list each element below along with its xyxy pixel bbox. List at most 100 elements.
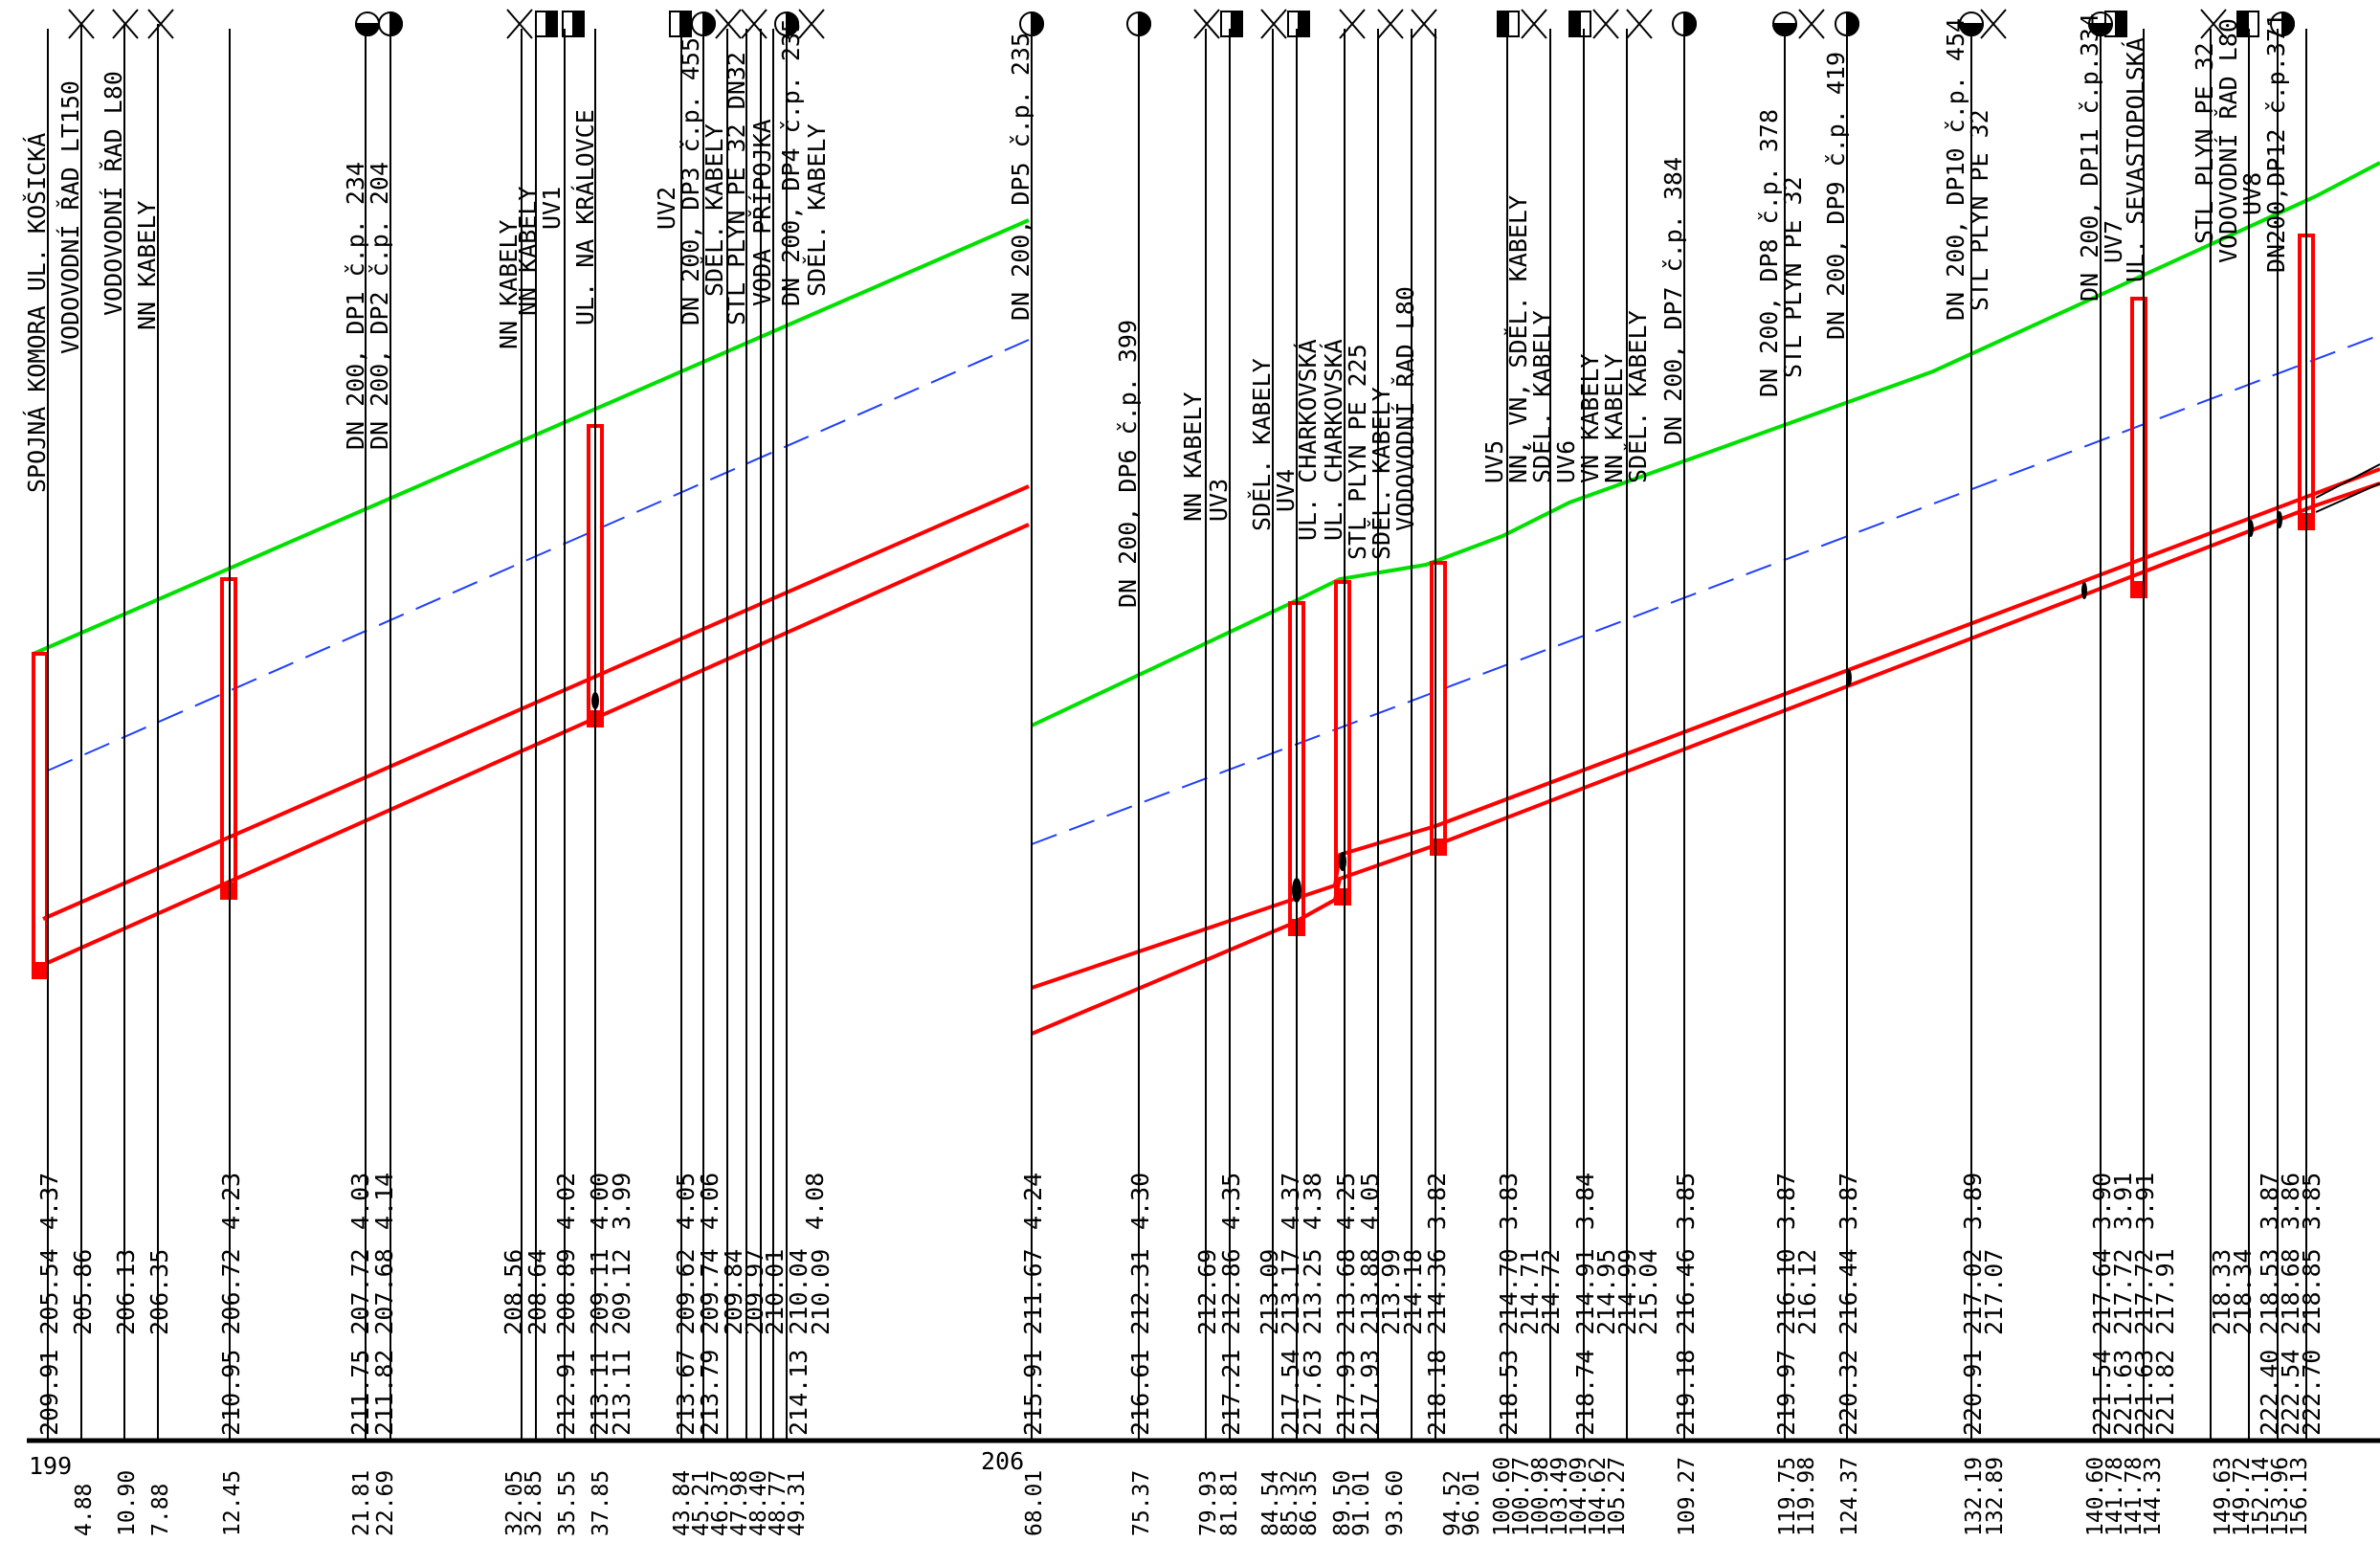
station-value: 49.31 bbox=[785, 1470, 810, 1536]
station-value: 104.09 bbox=[1567, 1457, 1591, 1536]
water-level-line-right bbox=[1031, 334, 2380, 845]
utility-label: STL PLYN PE 32 DN32 bbox=[723, 52, 750, 325]
depth-value: 3.84 bbox=[1571, 1173, 1599, 1230]
station-value: 144.33 bbox=[2141, 1457, 2166, 1536]
datum-line: 199 206 bbox=[27, 1438, 2380, 1480]
depth-value: 4.03 bbox=[346, 1173, 374, 1230]
station-value: 156.13 bbox=[2287, 1457, 2312, 1536]
level-value: 214.18 bbox=[1399, 1249, 1427, 1335]
utility-symbols-right bbox=[1019, 9, 2295, 39]
station-values-right: 68.01 75.37 79.93 81.81 84.54 85.32 86.3… bbox=[1022, 1457, 2312, 1536]
station-value: 45.21 bbox=[689, 1470, 714, 1536]
utility-label: DN 200, DP1 č.p. 234 bbox=[342, 162, 369, 450]
station-value: 47.98 bbox=[727, 1470, 752, 1536]
depth-value: 4.37 bbox=[35, 1173, 63, 1230]
level-value: 218.34 bbox=[2229, 1249, 2257, 1335]
utility-label: DN 200, DP7 č.p. 384 bbox=[1659, 157, 1687, 445]
utility-label: VODOVODNÍ ŘAD L80 bbox=[2214, 18, 2242, 263]
station-value: 32.05 bbox=[502, 1470, 527, 1536]
utility-label: VN KABELY bbox=[1576, 354, 1604, 483]
right-segment: DN 200, DP5 č.p. 235 DN 200, DP6 č.p. 39… bbox=[1007, 9, 2380, 1536]
level-value: 217.21 212.86 bbox=[1217, 1248, 1245, 1436]
section-label-199: 199 bbox=[29, 1452, 72, 1480]
depth-value: 4.02 bbox=[552, 1173, 580, 1230]
station-value: 132.19 bbox=[1962, 1457, 1987, 1536]
station-value: 100.77 bbox=[1509, 1457, 1534, 1536]
depth-value: 4.06 bbox=[696, 1173, 723, 1230]
station-value: 48.77 bbox=[766, 1470, 790, 1536]
depth-value: 3.83 bbox=[1495, 1173, 1523, 1230]
level-value: 214.71 bbox=[1516, 1249, 1544, 1335]
left-segment: SPOJNÁ KOMORA UL. KOŠICKÁ VODOVODNÍ ŘAD … bbox=[22, 9, 1030, 1536]
level-value: 218.53 214.70 bbox=[1495, 1248, 1523, 1436]
station-value: 48.40 bbox=[746, 1470, 771, 1536]
depth-value: 3.91 bbox=[2109, 1173, 2137, 1230]
station-value: 141.78 bbox=[2102, 1457, 2127, 1536]
depth-value: 4.00 bbox=[586, 1173, 613, 1230]
water-level-line-left bbox=[47, 339, 1030, 772]
depth-value: 3.99 bbox=[608, 1173, 635, 1230]
station-value: 10.90 bbox=[115, 1470, 140, 1536]
station-value: 105.27 bbox=[1605, 1457, 1630, 1536]
outfall-line bbox=[2315, 463, 2380, 499]
utility-label: SDĚL. KABELY bbox=[1248, 358, 1276, 531]
utility-label: VODA PŘÍPOJKA bbox=[748, 119, 776, 306]
utility-label: DN 200, DP8 č.p. 378 bbox=[1755, 109, 1783, 397]
station-value: 141.78 bbox=[2122, 1457, 2146, 1536]
level-value: 209.84 bbox=[720, 1249, 747, 1335]
utility-label: SDĚL. KABELY bbox=[803, 123, 831, 297]
station-value: 79.93 bbox=[1196, 1470, 1221, 1536]
level-value: 215.04 bbox=[1635, 1249, 1662, 1335]
section-label-206: 206 bbox=[981, 1447, 1024, 1475]
station-value: 124.37 bbox=[1837, 1457, 1862, 1536]
station-value: 132.89 bbox=[1983, 1457, 2008, 1536]
station-value: 4.88 bbox=[72, 1484, 97, 1536]
station-value: 119.98 bbox=[1794, 1457, 1819, 1536]
utility-labels-right: DN 200, DP5 č.p. 235 DN 200, DP6 č.p. 39… bbox=[1007, 13, 2290, 608]
level-value: 213.09 bbox=[1256, 1249, 1283, 1335]
utility-label: VODOVODNÍ ŘAD L80 bbox=[1391, 286, 1419, 531]
level-value: 213.99 bbox=[1377, 1249, 1405, 1335]
level-value: 213.79 209.74 bbox=[696, 1248, 723, 1436]
utility-label: UV6 bbox=[1552, 440, 1580, 483]
depth-value: 3.87 bbox=[1772, 1173, 1800, 1230]
depth-value: 3.87 bbox=[2256, 1173, 2283, 1230]
level-values-right: 215.91 211.67 216.61 212.31 212.69 217.2… bbox=[1019, 1248, 2325, 1436]
station-lines-left bbox=[47, 24, 788, 1441]
level-value: 222.40 218.53 bbox=[2256, 1248, 2283, 1436]
utility-label: UV7 bbox=[2100, 220, 2127, 263]
utility-label: STL PLYN PE 32 bbox=[2191, 42, 2218, 244]
level-value: 213.11 209.12 bbox=[608, 1248, 635, 1436]
station-value: 21.81 bbox=[349, 1470, 374, 1536]
station-value: 35.55 bbox=[555, 1470, 580, 1536]
level-value: 210.01 bbox=[761, 1249, 789, 1335]
utility-label: UV3 bbox=[1205, 479, 1233, 522]
station-value: 37.85 bbox=[589, 1470, 613, 1536]
level-value: 218.33 bbox=[2208, 1249, 2235, 1335]
level-value: 222.70 218.85 bbox=[2298, 1248, 2325, 1436]
level-value: 210.95 206.72 bbox=[217, 1248, 245, 1436]
station-value: 149.72 bbox=[2230, 1457, 2255, 1536]
station-value: 100.98 bbox=[1528, 1457, 1553, 1536]
crossing-marker bbox=[2081, 582, 2087, 599]
utility-label: NN KABELY bbox=[133, 201, 161, 330]
utility-label: VODOVODNÍ ŘAD L80 bbox=[100, 71, 127, 316]
utility-label: DN 200, DP3 č.p. 455 bbox=[677, 37, 704, 325]
level-value: 210.09 bbox=[807, 1249, 834, 1335]
station-lines-right bbox=[1031, 29, 2307, 1441]
depth-value: 4.08 bbox=[801, 1173, 829, 1230]
depth-value: 3.90 bbox=[2088, 1173, 2116, 1230]
pipe-upper-right bbox=[1031, 467, 2380, 990]
utility-label: SDĚL. KABELY bbox=[1624, 310, 1652, 483]
outfall-line bbox=[2315, 482, 2380, 513]
level-value: 208.64 bbox=[523, 1249, 551, 1335]
level-value: 217.07 bbox=[1980, 1249, 2008, 1335]
utility-label: UV8 bbox=[2238, 172, 2266, 215]
station-value: 96.01 bbox=[1459, 1470, 1484, 1536]
depth-value: 4.05 bbox=[1356, 1173, 1384, 1230]
depth-value: 3.82 bbox=[1423, 1173, 1451, 1230]
depth-value: 4.38 bbox=[1299, 1173, 1326, 1230]
utility-label: NN KABELY bbox=[1600, 354, 1628, 483]
utility-label: STL PLYN PE 225 bbox=[1344, 344, 1371, 560]
utility-label: NN KABELY bbox=[514, 187, 542, 316]
